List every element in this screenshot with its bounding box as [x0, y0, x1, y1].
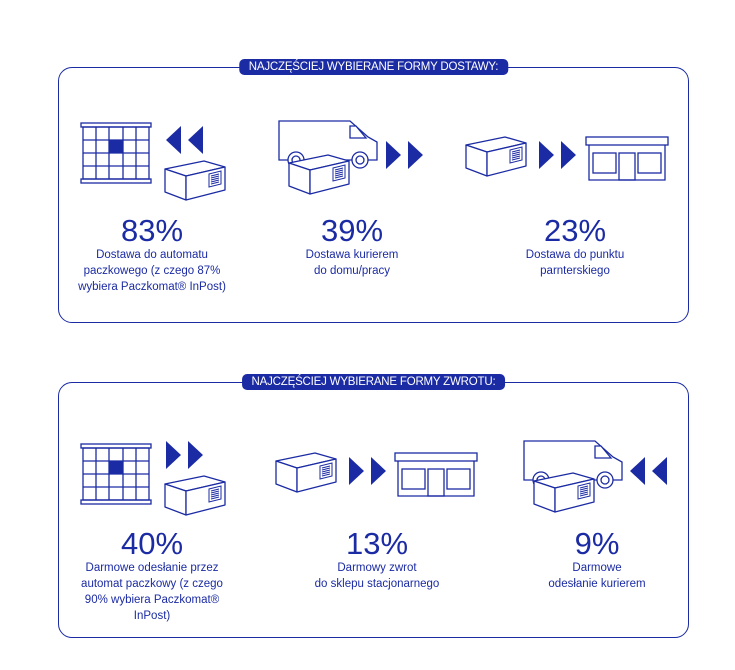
arrows-right-icon [349, 457, 389, 485]
delivery-label-courier: Dostawa kurierem do domu/pracy [257, 247, 447, 279]
parcel-locker-icon [80, 122, 152, 184]
package-icon [465, 133, 527, 177]
label-line: wybiera Paczkomat® InPost) [78, 281, 226, 293]
label-line: do domu/pracy [313, 265, 391, 277]
package-icon [533, 468, 595, 514]
returns-title: NAJCZĘŚCIEJ WYBIERANE FORMY ZWROTU: [241, 374, 506, 390]
label-line: automat paczkowy (z czego [81, 578, 223, 590]
arrows-left-icon [630, 457, 670, 485]
returns-percent-store: 13% [345, 526, 409, 561]
label-line: Darmowe [572, 562, 622, 574]
label-line: do sklepu stacjonarnego [314, 578, 440, 590]
arrows-right-icon [386, 141, 426, 169]
arrows-right-icon [166, 441, 206, 469]
delivery-percent-locker: 83% [120, 213, 184, 248]
package-icon [164, 472, 226, 516]
returns-panel: NAJCZĘŚCIEJ WYBIERANE FORMY ZWROTU: [58, 374, 689, 638]
label-line: parnterskiego [540, 265, 610, 277]
arrows-right-icon [539, 141, 579, 169]
label-line: paczkowego (z czego 87% [83, 265, 221, 277]
delivery-label-locker: Dostawa do automatu paczkowego (z czego … [57, 247, 247, 295]
returns-label-courier: Darmowe odesłanie kurierem [502, 560, 692, 592]
returns-label-locker: Darmowe odesłanie przez automat paczkowy… [57, 560, 247, 624]
label-line: odesłanie kurierem [548, 578, 646, 590]
label-line: InPost) [133, 610, 171, 622]
package-icon [275, 449, 337, 493]
label-line: Dostawa kurierem [305, 249, 399, 261]
delivery-percent-pickup-point: 23% [543, 213, 607, 248]
shop-icon [394, 452, 478, 497]
label-line: Dostawa do automatu [96, 249, 208, 261]
delivery-panel: NAJCZĘŚCIEJ WYBIERANE FORMY DOSTAWY: [58, 59, 689, 323]
delivery-title: NAJCZĘŚCIEJ WYBIERANE FORMY DOSTAWY: [238, 59, 509, 75]
package-icon [164, 157, 226, 201]
package-icon [288, 150, 350, 196]
label-line: Dostawa do punktu [525, 249, 625, 261]
returns-percent-courier: 9% [574, 526, 620, 561]
label-line: Darmowe odesłanie przez [85, 562, 219, 574]
label-line: Darmowy zwrot [337, 562, 417, 574]
label-line: 90% wybiera Paczkomat® [84, 594, 220, 606]
returns-label-store: Darmowy zwrot do sklepu stacjonarnego [282, 560, 472, 592]
parcel-locker-icon [80, 443, 152, 505]
shop-icon [585, 136, 669, 181]
returns-percent-locker: 40% [120, 526, 184, 561]
delivery-percent-courier: 39% [320, 213, 384, 248]
delivery-label-pickup-point: Dostawa do punktu parnterskiego [480, 247, 670, 279]
arrows-left-icon [166, 126, 206, 154]
